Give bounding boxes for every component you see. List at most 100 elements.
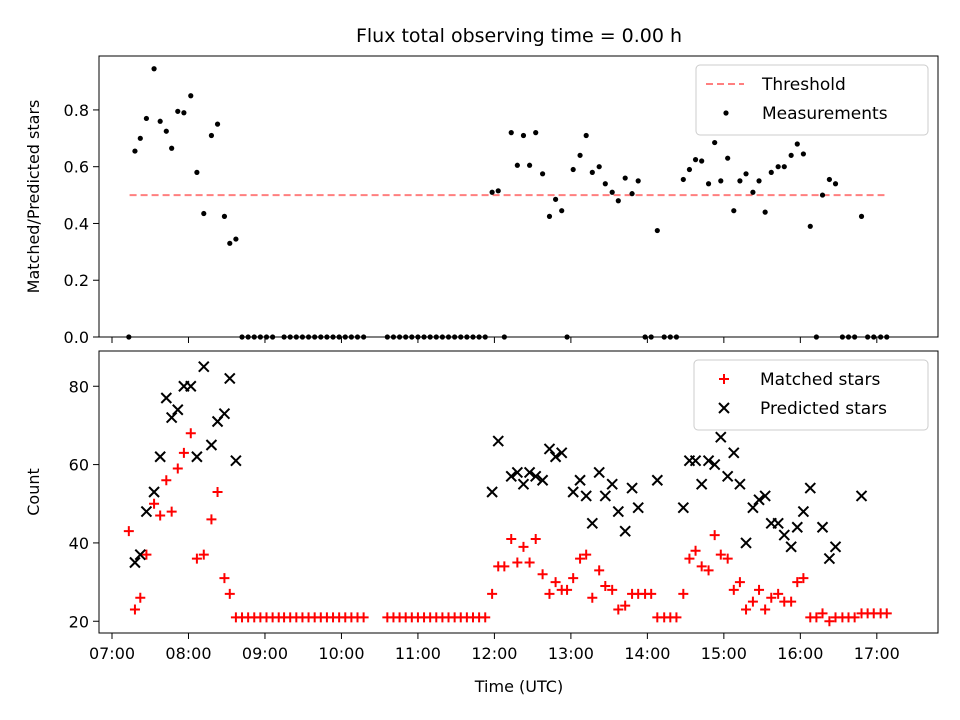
data-point xyxy=(651,474,664,486)
data-point xyxy=(552,196,559,202)
x-tick-label: 12:00 xyxy=(471,644,517,663)
data-point xyxy=(615,198,621,204)
data-point xyxy=(797,505,810,518)
data-point xyxy=(562,584,573,595)
data-point xyxy=(452,334,458,340)
data-point xyxy=(705,181,712,187)
data-point xyxy=(832,181,839,187)
data-point xyxy=(533,130,539,136)
data-point xyxy=(811,612,822,623)
data-point xyxy=(577,152,583,158)
data-point xyxy=(141,549,152,560)
data-point xyxy=(148,486,160,498)
count-panel-marks xyxy=(123,360,892,627)
data-point xyxy=(361,334,367,340)
legend-swatch xyxy=(723,110,729,116)
data-point xyxy=(667,334,673,340)
data-point xyxy=(881,608,892,619)
data-point xyxy=(871,334,877,340)
data-point xyxy=(775,164,781,170)
data-point xyxy=(766,592,777,603)
data-point xyxy=(760,604,771,615)
data-point xyxy=(501,334,507,340)
legend-swatch xyxy=(718,402,730,414)
data-point xyxy=(511,466,524,479)
data-point xyxy=(206,514,217,525)
data-point xyxy=(823,552,836,565)
ratio-panel-legend: Threshold Measurements xyxy=(695,64,929,136)
count-panel: 07:00 08:00 09:00 10:00 11:00 12:00 13:00 14:00… xyxy=(24,350,939,663)
data-point xyxy=(224,588,235,599)
data-point xyxy=(680,176,686,183)
data-point xyxy=(464,334,470,340)
data-point xyxy=(589,169,595,175)
ratio-y-tick-label: 0.6 xyxy=(64,158,89,177)
x-tick-label: 10:00 xyxy=(318,644,364,663)
data-point xyxy=(251,334,257,340)
data-point xyxy=(817,608,828,619)
data-point xyxy=(194,169,200,175)
data-point xyxy=(492,435,504,447)
data-point xyxy=(606,478,618,490)
count-y-tick-label: 40 xyxy=(69,534,89,553)
data-point xyxy=(593,466,605,479)
data-point xyxy=(185,380,197,392)
x-tick-label: 13:00 xyxy=(548,644,594,663)
data-point xyxy=(257,334,263,340)
data-point xyxy=(728,584,739,595)
data-point xyxy=(537,569,548,580)
data-point xyxy=(155,510,166,521)
data-point xyxy=(884,334,890,340)
data-point xyxy=(819,192,826,198)
data-point xyxy=(594,565,605,576)
legend-label: Measurements xyxy=(762,104,888,124)
data-point xyxy=(212,487,223,497)
data-point xyxy=(753,494,765,506)
data-point xyxy=(165,411,178,424)
data-point xyxy=(154,451,166,463)
data-point xyxy=(574,474,586,486)
data-point xyxy=(470,334,476,340)
data-point xyxy=(635,178,641,184)
data-point xyxy=(530,534,541,544)
count-y-tick-label: 80 xyxy=(69,377,89,396)
data-point xyxy=(708,458,721,471)
data-point xyxy=(230,454,242,467)
data-point xyxy=(489,189,495,195)
data-point xyxy=(140,505,153,518)
data-point xyxy=(129,604,140,615)
data-point xyxy=(792,577,803,588)
data-point xyxy=(778,529,790,541)
data-point xyxy=(458,334,464,340)
data-point xyxy=(384,334,390,340)
data-point xyxy=(813,334,819,340)
data-point xyxy=(839,334,845,340)
data-point xyxy=(520,132,527,139)
data-point xyxy=(543,443,556,455)
data-point xyxy=(157,118,163,124)
data-point xyxy=(824,616,835,627)
legend-swatch xyxy=(719,374,729,384)
count-panel-y-axis-label: Count xyxy=(24,468,43,516)
data-point xyxy=(556,447,568,459)
data-point xyxy=(754,584,765,595)
ratio-panel-y-ticks: 0.0 0.2 0.4 0.6 0.8 xyxy=(64,101,99,347)
data-point xyxy=(826,176,832,183)
data-point xyxy=(403,334,409,340)
count-legend-box xyxy=(693,359,929,431)
data-point xyxy=(686,166,693,173)
data-point xyxy=(172,404,184,416)
data-point xyxy=(718,178,724,184)
data-point xyxy=(409,334,415,340)
data-point xyxy=(568,573,579,584)
ratio-legend-box xyxy=(695,64,929,136)
data-point xyxy=(773,588,784,599)
data-point xyxy=(517,478,530,490)
data-point xyxy=(149,498,160,509)
legend-label: Predicted stars xyxy=(760,399,887,419)
data-point xyxy=(281,334,287,340)
data-point xyxy=(756,178,762,184)
data-point xyxy=(185,428,196,439)
data-point xyxy=(505,470,517,483)
ratio-panel-y-axis-label: Matched/Predicted stars xyxy=(24,100,43,294)
